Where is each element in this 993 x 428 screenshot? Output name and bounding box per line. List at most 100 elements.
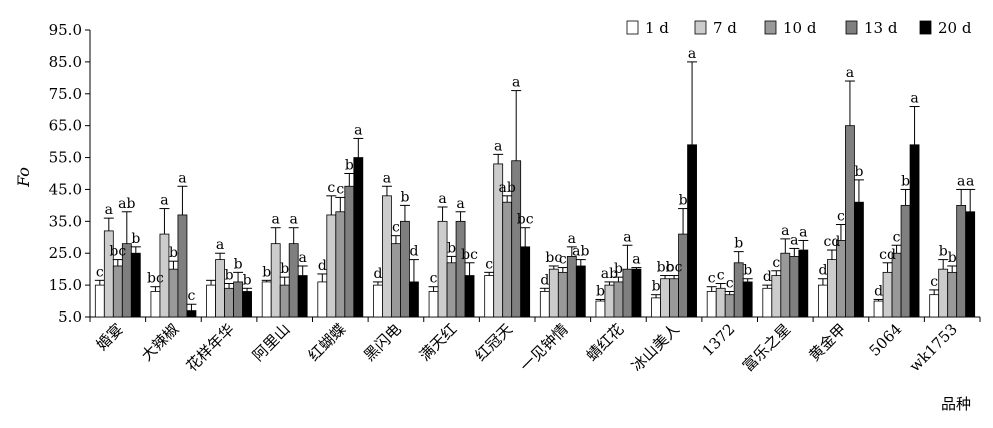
legend: 1 d 7 d 10 d 13 d 20 d bbox=[627, 19, 972, 37]
significance-label: b bbox=[225, 268, 234, 284]
significance-label: b bbox=[854, 164, 863, 180]
significance-label: a bbox=[790, 232, 798, 248]
category-label: 一见钟情 bbox=[516, 320, 571, 375]
bar bbox=[688, 145, 697, 317]
category-label: 5064 bbox=[866, 320, 906, 360]
bar bbox=[827, 260, 836, 317]
bar bbox=[799, 250, 808, 317]
bar bbox=[113, 266, 122, 317]
significance-label: c bbox=[837, 209, 845, 225]
significance-label: a bbox=[494, 138, 502, 154]
legend-label: 7 d bbox=[713, 19, 737, 37]
bar bbox=[632, 269, 641, 317]
category-label: 阿里山 bbox=[249, 320, 294, 365]
y-tick-label: 5.0 bbox=[58, 308, 82, 326]
category-label: 1372 bbox=[699, 320, 739, 360]
bar bbox=[373, 285, 382, 317]
bar bbox=[845, 126, 854, 317]
significance-label: d bbox=[318, 258, 327, 274]
significance-label: b bbox=[169, 245, 178, 261]
bar bbox=[234, 282, 243, 317]
bar bbox=[661, 279, 670, 317]
bar bbox=[438, 221, 447, 317]
bar bbox=[652, 298, 661, 317]
significance-label: c bbox=[392, 220, 400, 236]
significance-label: c bbox=[327, 180, 335, 196]
bar bbox=[400, 221, 409, 317]
bar bbox=[289, 244, 298, 317]
bar bbox=[178, 215, 187, 317]
significance-label: bc bbox=[147, 271, 164, 287]
bar bbox=[948, 272, 957, 317]
significance-label: d bbox=[874, 283, 883, 299]
bar bbox=[966, 212, 975, 317]
significance-label: b bbox=[131, 231, 140, 247]
bar bbox=[298, 276, 307, 317]
bar bbox=[707, 291, 716, 317]
bar bbox=[763, 288, 772, 317]
significance-label: c bbox=[726, 275, 734, 291]
significance-label: ab bbox=[499, 180, 516, 196]
significance-label: a bbox=[623, 229, 631, 245]
significance-label: b bbox=[734, 236, 743, 252]
significance-label: b bbox=[901, 173, 910, 189]
y-tick-label: 95.0 bbox=[49, 21, 82, 39]
bar bbox=[558, 272, 567, 317]
significance-label: d bbox=[409, 244, 418, 260]
significance-label: ab bbox=[572, 244, 589, 260]
category-label: 富乐之星 bbox=[739, 320, 794, 375]
significance-label: a bbox=[178, 170, 186, 186]
significance-label: c bbox=[485, 256, 493, 272]
bar bbox=[605, 285, 614, 317]
bar bbox=[429, 291, 438, 317]
bar bbox=[567, 256, 576, 317]
category-label: 红蝴蝶 bbox=[305, 320, 350, 365]
significance-label: a bbox=[438, 191, 446, 207]
bar bbox=[327, 215, 336, 317]
significance-label: b bbox=[596, 283, 605, 299]
category-label: 蜻红花 bbox=[583, 320, 628, 365]
significance-label: c bbox=[930, 274, 938, 290]
bar bbox=[382, 196, 391, 317]
bar bbox=[503, 202, 512, 317]
significance-label: a bbox=[512, 75, 520, 91]
legend-swatch bbox=[765, 21, 776, 34]
bar bbox=[901, 205, 910, 317]
y-tick-label: 45.0 bbox=[49, 180, 82, 198]
significance-label: b bbox=[400, 189, 409, 205]
bar bbox=[818, 285, 827, 317]
bar bbox=[540, 291, 549, 317]
bar bbox=[883, 272, 892, 317]
significance-label: c bbox=[336, 181, 344, 197]
significance-label: a bbox=[781, 223, 789, 239]
bar bbox=[225, 288, 234, 317]
category-label: 大辣椒 bbox=[138, 320, 183, 365]
significance-label: bc bbox=[461, 247, 478, 263]
significance-label: c bbox=[96, 264, 104, 280]
significance-label: a bbox=[632, 252, 640, 268]
significance-label: a bbox=[846, 65, 854, 81]
legend-swatch bbox=[920, 21, 931, 34]
category-label: 婚宴 bbox=[93, 320, 127, 354]
y-tick-label: 35.0 bbox=[49, 212, 82, 230]
bar bbox=[596, 301, 605, 317]
significance-label: a bbox=[383, 170, 391, 186]
bar bbox=[280, 285, 289, 317]
bar bbox=[614, 282, 623, 317]
x-axis-title: 品种 bbox=[941, 395, 971, 413]
legend-swatch bbox=[627, 21, 638, 34]
bar bbox=[772, 276, 781, 317]
significance-label: b bbox=[679, 193, 688, 209]
significance-label: b bbox=[948, 250, 957, 266]
category-label: 满天红 bbox=[416, 320, 461, 365]
significance-label: bc bbox=[517, 212, 534, 228]
bar bbox=[790, 256, 799, 317]
bar bbox=[910, 145, 919, 317]
significance-label: b bbox=[345, 158, 354, 174]
significance-label: a bbox=[354, 122, 362, 138]
significance-label: b bbox=[262, 264, 271, 280]
bar bbox=[409, 282, 418, 317]
legend-swatch bbox=[695, 21, 706, 34]
category-label: 冰山美人 bbox=[628, 320, 683, 375]
significance-label: bc bbox=[666, 260, 683, 276]
